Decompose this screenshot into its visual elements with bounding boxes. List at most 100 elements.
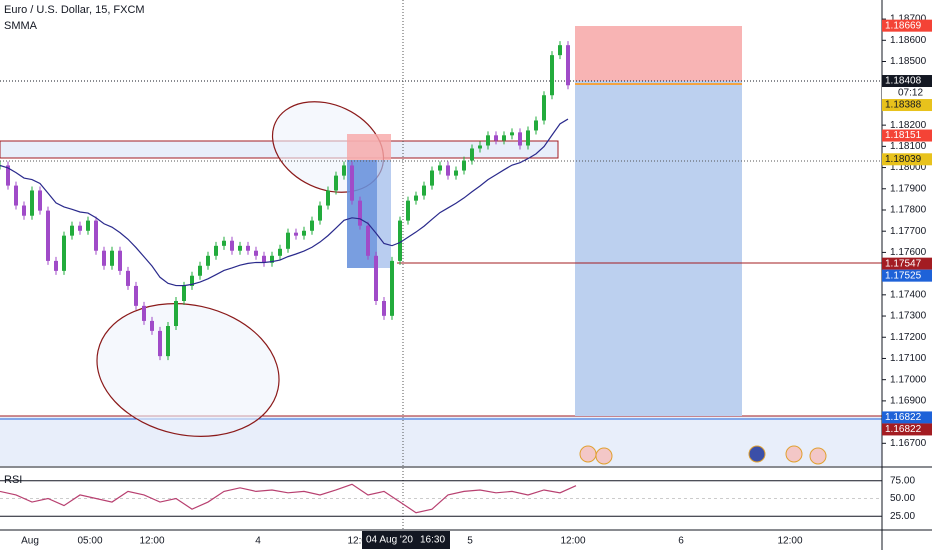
y-tick-label: 1.17900 <box>890 183 927 194</box>
candle <box>398 220 402 261</box>
candle <box>174 300 178 327</box>
event-icon <box>579 445 597 463</box>
candle <box>526 130 530 146</box>
candle <box>478 145 482 149</box>
candle <box>486 135 490 146</box>
x-tick-label: 5 <box>467 536 473 547</box>
candle <box>222 240 226 246</box>
candle <box>382 300 386 316</box>
price-tag <box>882 269 932 282</box>
y-tick-label: 1.18200 <box>890 120 927 131</box>
candle <box>14 185 18 206</box>
candle <box>318 205 322 221</box>
x-tick-label: 6 <box>678 536 684 547</box>
price-tag-label: 1.18388 <box>885 100 922 111</box>
price-tag-label: 1.18669 <box>885 20 922 31</box>
candle <box>326 190 330 206</box>
price-tag-label: 1.18039 <box>885 154 922 165</box>
y-tick-label: 1.16900 <box>890 396 927 407</box>
y-tick-label: 1.17800 <box>890 205 927 216</box>
smma-line <box>0 118 569 287</box>
crosshair-time: 16:30 <box>420 535 445 546</box>
candle <box>550 55 554 96</box>
rsi-tick-label: 75.00 <box>890 475 915 486</box>
candle <box>310 220 314 231</box>
candle <box>438 165 442 171</box>
candle <box>462 160 466 171</box>
event-icon <box>595 447 613 465</box>
event-icon <box>785 445 803 463</box>
candle <box>206 255 210 266</box>
candle <box>342 165 346 176</box>
x-tick-label: 12:00 <box>139 536 164 547</box>
y-tick-label: 1.18100 <box>890 141 927 152</box>
candle <box>294 232 298 236</box>
candle <box>334 175 338 191</box>
candle <box>270 255 274 263</box>
candle <box>118 250 122 271</box>
candle <box>110 250 114 266</box>
candle <box>38 190 42 211</box>
candle <box>446 165 450 176</box>
candle <box>414 195 418 201</box>
candle <box>534 120 538 131</box>
price-tag <box>882 99 932 112</box>
y-tick-label: 1.17000 <box>890 374 927 385</box>
y-tick-label: 1.17700 <box>890 226 927 237</box>
price-tag <box>882 423 932 436</box>
candle <box>158 330 162 357</box>
price-tag <box>882 19 932 32</box>
candle <box>30 190 34 216</box>
candle <box>566 45 570 86</box>
chart-title: Euro / U.S. Dollar, 15, FXCM <box>4 4 145 16</box>
candle <box>62 235 66 271</box>
candle <box>182 285 186 301</box>
candle <box>358 200 362 226</box>
price-tag-label: 1.17547 <box>885 258 922 269</box>
candle <box>518 132 522 146</box>
events <box>579 445 827 465</box>
price-tag <box>882 257 932 270</box>
candle <box>126 270 130 286</box>
candle <box>366 225 370 256</box>
x-tick-label: 12:00 <box>347 536 372 547</box>
candle <box>406 200 410 221</box>
candle <box>166 326 170 357</box>
candle <box>350 165 354 201</box>
candle <box>142 305 146 321</box>
price-tag <box>882 129 932 142</box>
candle <box>6 165 10 186</box>
candle <box>86 220 90 231</box>
countdown: 07:12 <box>898 88 923 99</box>
candle <box>390 260 394 316</box>
y-tick-label: 1.17300 <box>890 311 927 322</box>
y-tick-label: 1.17600 <box>890 247 927 258</box>
candle <box>238 245 242 251</box>
candle <box>286 232 290 249</box>
candle <box>542 95 546 121</box>
candle <box>422 185 426 196</box>
candle <box>558 45 562 56</box>
candle <box>454 170 458 176</box>
candle <box>94 220 98 251</box>
position-stop <box>575 26 742 81</box>
candle <box>54 260 58 271</box>
rsi-tick-label: 50.00 <box>890 493 915 504</box>
x-tick-label: 12:00 <box>777 536 802 547</box>
event-icon <box>748 445 766 463</box>
candle <box>510 132 514 136</box>
y-tick-label: 1.18700 <box>890 14 927 25</box>
price-tag-label: 1.16822 <box>885 412 922 423</box>
candle <box>70 225 74 236</box>
event-icon <box>809 447 827 465</box>
zone <box>0 416 882 466</box>
y-tick-label: 1.17400 <box>890 289 927 300</box>
candle <box>374 255 378 301</box>
countdown-box <box>882 87 932 100</box>
x-tick-label: 12:00 <box>560 536 585 547</box>
candle <box>150 320 154 331</box>
position-target <box>575 81 742 416</box>
candle <box>494 135 498 141</box>
price-tag-label: 1.18151 <box>885 130 922 141</box>
